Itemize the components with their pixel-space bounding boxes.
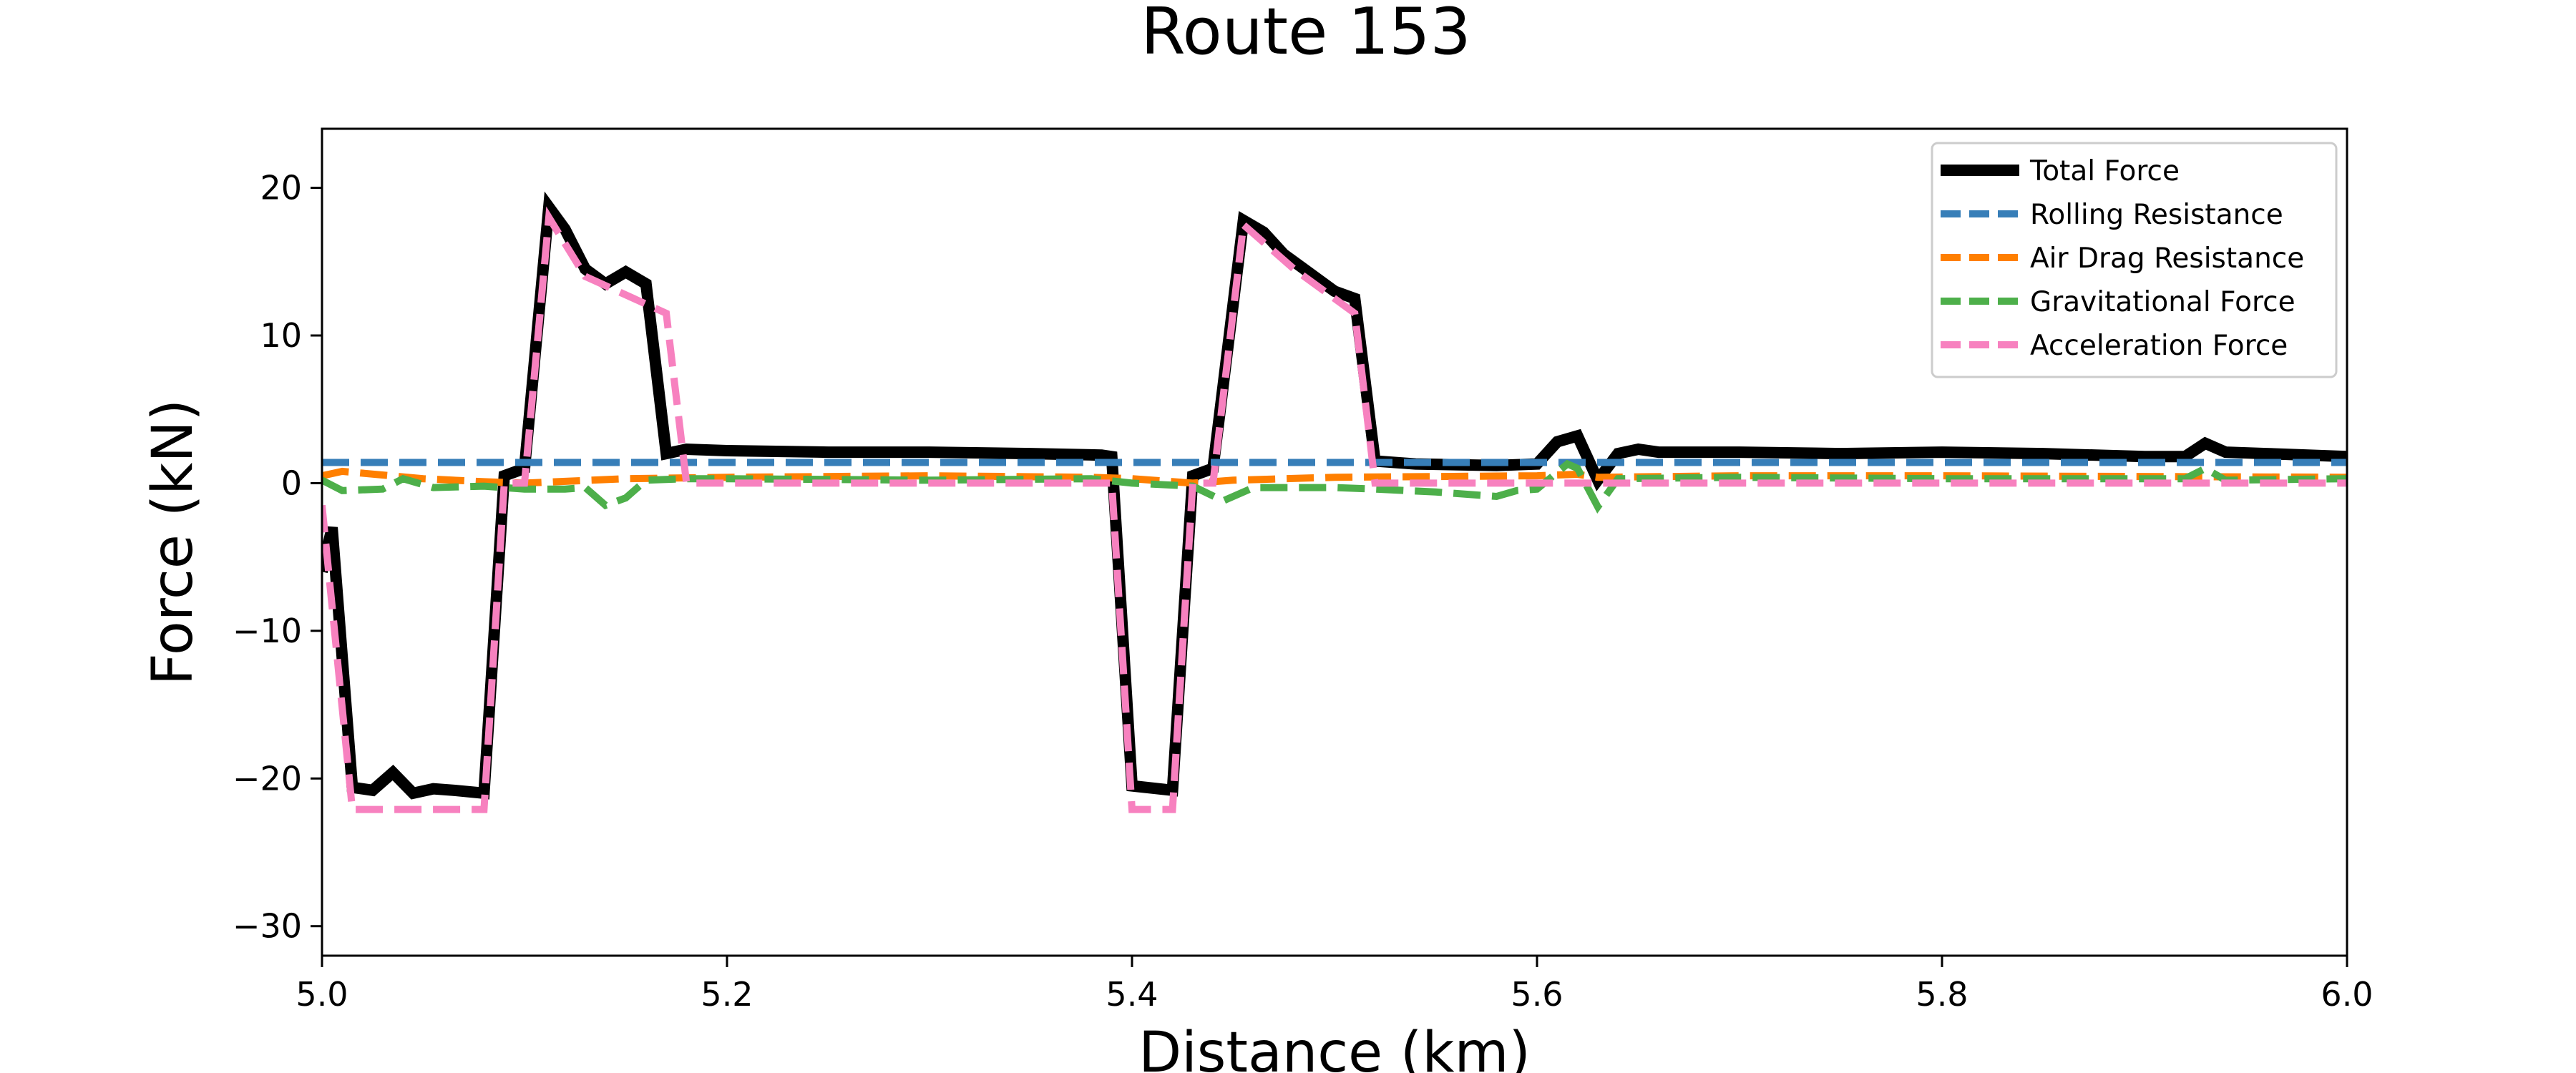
x-axis-label: Distance (km)	[1138, 1021, 1531, 1073]
total-force-line	[322, 191, 2347, 800]
chart-title: Route 153	[1141, 0, 1471, 69]
y-tick-label: −30	[233, 907, 302, 946]
x-axis: 5.0 5.2 5.4 5.6 5.8 6.0	[296, 956, 2373, 1014]
x-tick-label: 5.8	[1916, 975, 1968, 1014]
legend-label: Total Force	[2029, 155, 2180, 187]
legend-label: Gravitational Force	[2030, 286, 2296, 318]
x-tick-label: 5.2	[701, 975, 753, 1014]
legend-label: Acceleration Force	[2030, 330, 2288, 362]
air-drag-resistance-line	[322, 467, 2347, 487]
legend-box	[1931, 142, 2338, 378]
y-axis: −30 −20 −10 0 10 20	[233, 169, 322, 946]
y-tick-label: −20	[233, 759, 302, 798]
x-tick-label: 5.6	[1511, 975, 1563, 1014]
series-layer	[322, 191, 2347, 813]
y-tick-label: 0	[281, 464, 302, 502]
y-tick-label: 20	[260, 169, 302, 207]
x-tick-label: 5.4	[1106, 975, 1158, 1014]
acceleration-force-line	[322, 206, 2347, 813]
legend-label: Rolling Resistance	[2030, 199, 2283, 231]
y-tick-label: −10	[233, 612, 302, 650]
x-tick-label: 5.0	[296, 975, 348, 1014]
y-tick-label: 10	[260, 316, 302, 355]
y-axis-label: Force (kN)	[141, 399, 205, 685]
legend: Total Force Rolling Resistance Air Drag Re…	[1931, 142, 2338, 378]
gravitational-force-line	[322, 459, 2347, 514]
x-tick-label: 6.0	[2321, 975, 2373, 1014]
legend-label: Air Drag Resistance	[2030, 242, 2304, 275]
plot-frame	[321, 127, 2348, 957]
